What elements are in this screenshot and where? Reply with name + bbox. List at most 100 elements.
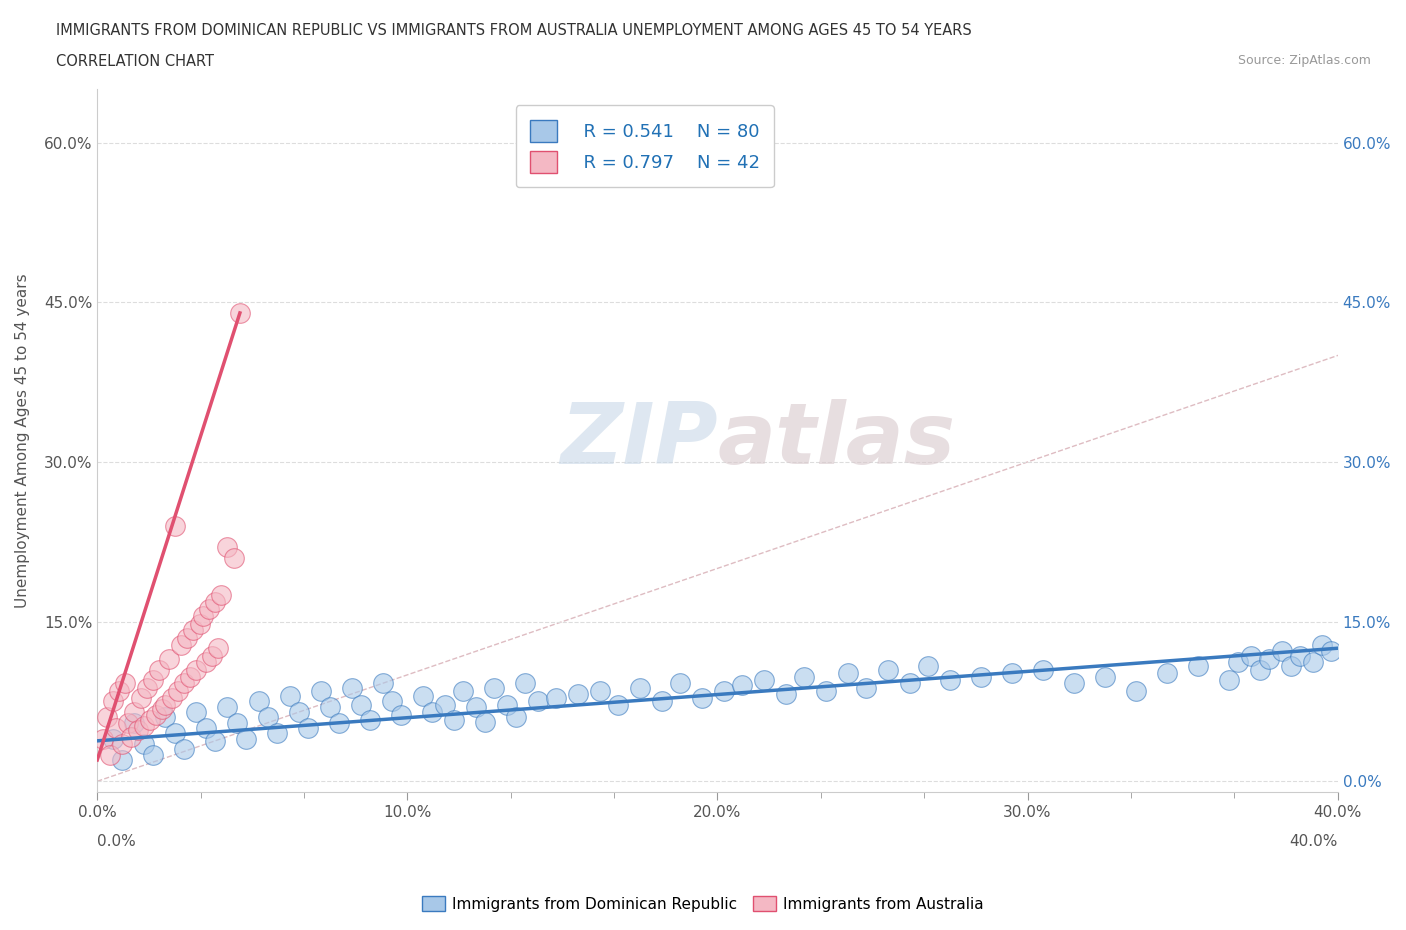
Point [898,676,921,691]
Point [108,684,131,698]
Point [124,715,146,730]
Point [235,731,257,746]
Point [389,708,412,723]
Point [1187,658,1209,673]
Point [111,737,134,751]
Point [505,710,527,724]
Point [191,609,214,624]
Point [1258,651,1281,666]
Point [546,691,568,706]
Point [1032,662,1054,677]
Point [104,721,127,736]
Text: 0.0%: 0.0% [97,834,136,849]
Point [970,670,993,684]
Point [132,737,155,751]
Point [793,670,815,684]
Point [145,708,167,723]
Point [1240,648,1263,663]
Point [101,731,124,746]
Point [101,694,124,709]
Point [204,595,226,610]
Point [1218,672,1240,687]
Point [163,518,186,533]
Point [567,686,589,701]
Legend: Immigrants from Dominican Republic, Immigrants from Australia: Immigrants from Dominican Republic, Immi… [416,889,990,918]
Point [1227,655,1250,670]
Point [1310,638,1333,653]
Point [247,694,270,709]
Point [142,672,165,687]
Point [420,705,443,720]
Point [170,638,193,653]
Point [176,631,198,645]
Point [194,655,217,670]
Point [814,684,837,698]
Point [482,680,505,695]
Text: ZIP: ZIP [560,399,717,482]
Point [837,665,859,680]
Point [167,684,190,698]
Point [194,721,217,736]
Point [588,684,610,698]
Point [877,662,900,677]
Point [179,670,201,684]
Point [1302,655,1324,670]
Point [1125,684,1147,698]
Point [225,715,247,730]
Point [474,714,496,729]
Point [381,694,404,709]
Text: IMMIGRANTS FROM DOMINICAN REPUBLIC VS IMMIGRANTS FROM AUSTRALIA UNEMPLOYMENT AMO: IMMIGRANTS FROM DOMINICAN REPUBLIC VS IM… [56,23,972,38]
Point [201,648,224,663]
Point [111,752,134,767]
Point [98,747,121,762]
Point [495,698,517,712]
Point [731,678,754,693]
Point [96,710,118,724]
Point [526,694,548,709]
Point [651,694,673,709]
Point [93,731,115,746]
Point [350,698,373,712]
Point [1063,676,1085,691]
Point [150,701,173,716]
Y-axis label: Unemployment Among Ages 45 to 54 years: Unemployment Among Ages 45 to 54 years [15,273,30,608]
Point [186,705,208,720]
Point [188,617,211,631]
Point [142,747,165,762]
Point [186,662,208,677]
Point [132,719,155,734]
Point [690,691,713,706]
Point [340,680,363,695]
Point [775,686,797,701]
Point [114,676,136,691]
Point [278,689,301,704]
Point [1156,665,1178,680]
Point [464,699,486,714]
Point [515,676,537,691]
Point [412,689,434,704]
Point [433,698,456,712]
Point [155,698,177,712]
Point [713,684,735,698]
Legend:   R = 0.541    N = 80,   R = 0.797    N = 42: R = 0.541 N = 80, R = 0.797 N = 42 [516,105,775,188]
Point [139,712,162,727]
Point [1271,644,1294,658]
Point [157,651,180,666]
Point [288,705,311,720]
Point [309,684,332,698]
Point [1001,665,1024,680]
Point [129,691,152,706]
Point [1094,670,1116,684]
Point [222,551,245,565]
Point [628,680,651,695]
Point [266,726,288,741]
Point [669,676,692,691]
Point [939,672,962,687]
Point [183,623,205,638]
Text: atlas: atlas [717,399,956,482]
Point [752,672,775,687]
Text: CORRELATION CHART: CORRELATION CHART [56,54,214,69]
Point [371,676,394,691]
Text: Source: ZipAtlas.com: Source: ZipAtlas.com [1237,54,1371,67]
Point [209,588,232,603]
